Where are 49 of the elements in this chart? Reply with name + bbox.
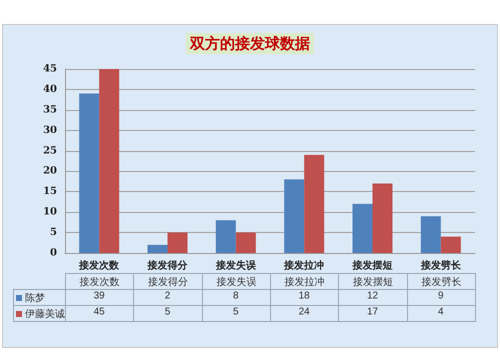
bar (79, 94, 100, 253)
y-tick-label: 0 (50, 248, 58, 258)
data-label: 39 (94, 290, 106, 302)
x-tick-label: 接发拉冲 (283, 260, 324, 272)
y-tick-label: 10 (43, 206, 58, 218)
data-label: 18 (298, 290, 310, 302)
data-label: 17 (366, 306, 378, 318)
y-tick-label: 20 (43, 166, 58, 177)
category-label: 接发摆短 (352, 276, 393, 288)
bar (420, 216, 441, 253)
y-tick-label: 25 (43, 145, 58, 156)
y-tick-label: 40 (43, 84, 58, 95)
data-label: 24 (298, 306, 310, 318)
bar (168, 232, 188, 253)
bar (304, 154, 324, 253)
bar (352, 204, 372, 253)
data-label: 5 (164, 306, 171, 318)
data-label: 45 (94, 306, 106, 318)
category-label: 接发次数 (80, 276, 120, 288)
bar (440, 236, 461, 253)
category-label: 接发得分 (148, 276, 188, 288)
data-label: 8 (233, 290, 240, 302)
category-label: 接发劈长 (421, 276, 462, 288)
data-label: 5 (233, 306, 240, 318)
category-label: 接发失误 (216, 276, 256, 288)
x-tick-label: 接发次数 (78, 260, 120, 272)
x-tick-label: 接发得分 (146, 260, 188, 272)
x-tick-label: 接发失误 (214, 260, 257, 272)
data-label: 12 (366, 290, 378, 302)
data-label: 4 (438, 306, 444, 318)
legend-label: 陈梦 (14, 290, 66, 306)
y-tick-label: 5 (50, 227, 58, 238)
y-tick-label: 30 (43, 124, 58, 136)
chart-title: 双方的接发球数据 (189, 34, 310, 52)
bar (284, 179, 304, 253)
y-tick-label: 45 (43, 64, 58, 74)
bar (99, 69, 120, 253)
y-tick-label: 15 (43, 186, 58, 198)
x-tick-label: 接发劈长 (420, 260, 462, 272)
y-tick-label: 35 (43, 104, 58, 116)
bar (372, 183, 392, 253)
data-label: 2 (164, 290, 171, 302)
x-tick-label: 接发摆短 (352, 260, 392, 272)
category-label: 接发拉冲 (284, 276, 325, 288)
bar (148, 244, 168, 253)
bar (236, 232, 256, 253)
data-label: 9 (438, 290, 444, 302)
legend-label: 伊藤美诚 (14, 306, 66, 322)
bar (216, 220, 236, 253)
